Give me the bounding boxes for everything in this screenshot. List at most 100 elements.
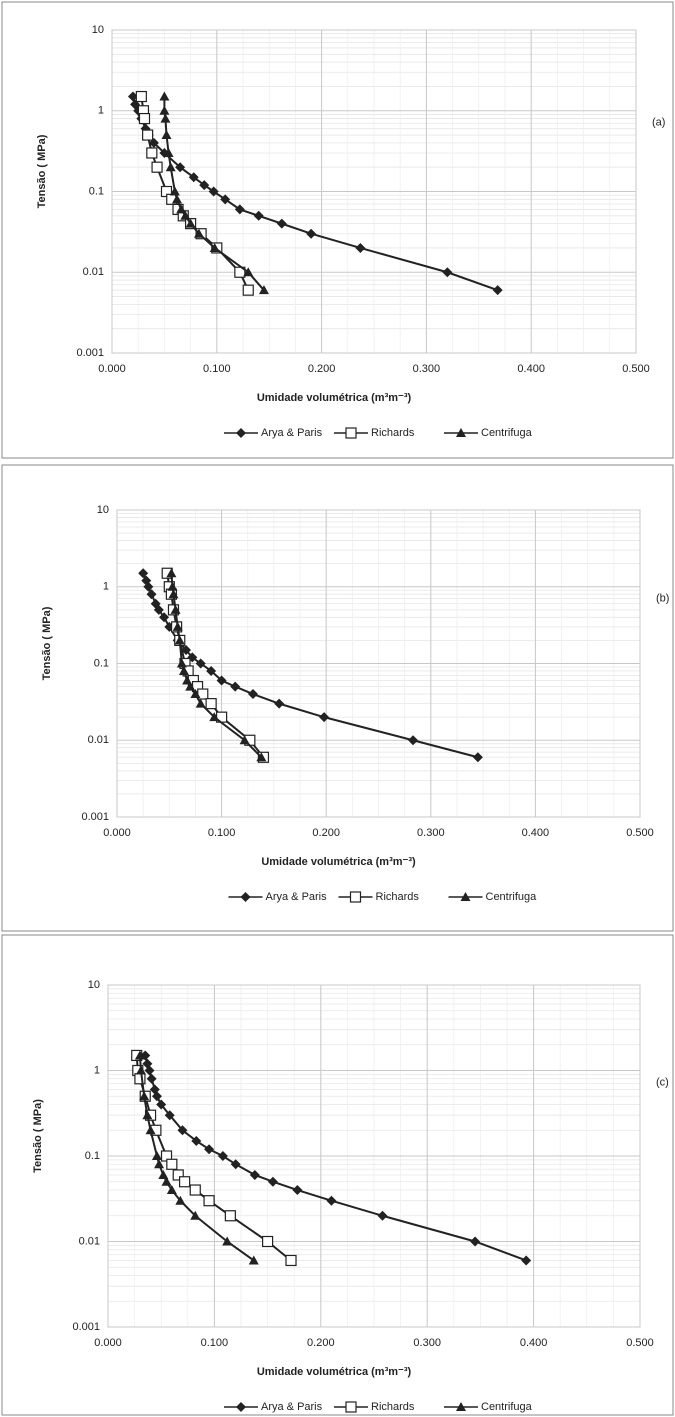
legend-marker [236, 1402, 246, 1412]
x-tick-label: 0.400 [517, 363, 545, 375]
marker [521, 1255, 532, 1266]
marker [190, 689, 201, 699]
x-tick-label: 0.400 [520, 1337, 548, 1349]
panel-frame [1, 934, 674, 1416]
marker [172, 1169, 184, 1181]
y-tick-label: 1 [94, 1064, 100, 1076]
marker [144, 1065, 155, 1076]
marker [146, 589, 157, 600]
marker [172, 621, 183, 631]
x-axis-label: Umidade volumétrica (m³m⁻³) [257, 1366, 412, 1378]
y-tick-label: 10 [92, 24, 104, 36]
marker [222, 1236, 233, 1246]
marker [134, 1050, 145, 1060]
marker [169, 186, 180, 196]
legend-marker [460, 892, 471, 901]
marker [208, 186, 219, 197]
marker [239, 735, 250, 745]
marker [181, 644, 192, 655]
x-tick-label: 0.400 [522, 827, 550, 839]
marker [285, 1254, 297, 1267]
legend-label: Richards [371, 1401, 415, 1413]
marker [146, 147, 158, 159]
marker [166, 568, 177, 578]
marker [151, 161, 163, 173]
marker [182, 675, 193, 685]
marker [163, 147, 174, 157]
marker [205, 698, 217, 710]
y-axis-label: Tensão ( MPa) [36, 134, 48, 208]
marker [230, 681, 241, 692]
legend-marker [345, 427, 357, 439]
marker [153, 604, 164, 615]
marker [274, 698, 285, 709]
marker [319, 712, 330, 723]
marker [249, 1169, 260, 1180]
marker [492, 285, 503, 296]
marker [191, 1135, 202, 1146]
legend-label: Centrifuga [481, 1401, 533, 1413]
x-tick-label: 0.100 [203, 363, 231, 375]
marker [306, 228, 317, 239]
y-tick-label: 1 [98, 105, 104, 117]
marker [209, 242, 220, 252]
x-axis-label: Umidade volumétrica (m³m⁻³) [261, 856, 416, 868]
marker [209, 712, 220, 722]
panel-label: (c) [656, 1076, 669, 1088]
marker [262, 1235, 274, 1248]
marker [234, 204, 245, 215]
marker [189, 1184, 201, 1196]
panel-label: (a) [652, 117, 665, 129]
marker [176, 658, 187, 668]
y-axis-label: Tensão ( MPa) [41, 606, 53, 680]
marker [204, 1144, 215, 1155]
marker [190, 1210, 201, 1220]
y-tick-label: 0.001 [81, 811, 109, 823]
marker [256, 752, 267, 762]
x-tick-label: 0.100 [201, 1337, 229, 1349]
marker [267, 1176, 278, 1187]
marker [142, 1110, 153, 1120]
panel-frame [1, 464, 674, 932]
x-tick-label: 0.300 [413, 1337, 441, 1349]
marker [154, 1159, 165, 1169]
x-tick-label: 0.500 [622, 363, 650, 375]
marker [185, 218, 196, 228]
marker [258, 285, 269, 295]
y-tick-label: 0.01 [83, 266, 104, 278]
marker [138, 568, 149, 579]
y-tick-label: 0.01 [79, 1235, 100, 1247]
legend-label: Centrifuga [481, 427, 533, 439]
marker [170, 604, 181, 614]
panel-frame [1, 1, 674, 459]
y-axis-label: Tensão ( MPa) [32, 1099, 44, 1173]
x-tick-label: 0.200 [312, 827, 340, 839]
marker [159, 105, 170, 115]
marker [142, 129, 154, 141]
y-tick-label: 10 [97, 504, 109, 516]
y-tick-label: 0.001 [72, 1321, 100, 1333]
x-tick-label: 0.200 [308, 363, 336, 375]
marker [135, 90, 147, 103]
legend-label: Arya & Paris [261, 1401, 323, 1413]
marker [175, 1195, 186, 1205]
marker [171, 194, 182, 204]
marker [199, 180, 210, 191]
y-tick-label: 1 [103, 581, 109, 593]
marker [203, 1195, 215, 1207]
marker [355, 242, 366, 253]
marker [166, 1185, 177, 1195]
marker [195, 698, 206, 708]
marker [292, 1185, 303, 1196]
marker [143, 581, 154, 592]
marker [377, 1210, 388, 1221]
x-axis-label: Umidade volumétrica (m³m⁻³) [257, 392, 412, 404]
legend-label: Richards [371, 427, 415, 439]
marker [472, 752, 483, 763]
marker [158, 1169, 169, 1179]
x-tick-label: 0.300 [417, 827, 445, 839]
marker [243, 267, 254, 277]
marker [185, 681, 196, 691]
legend-marker [456, 1402, 466, 1411]
